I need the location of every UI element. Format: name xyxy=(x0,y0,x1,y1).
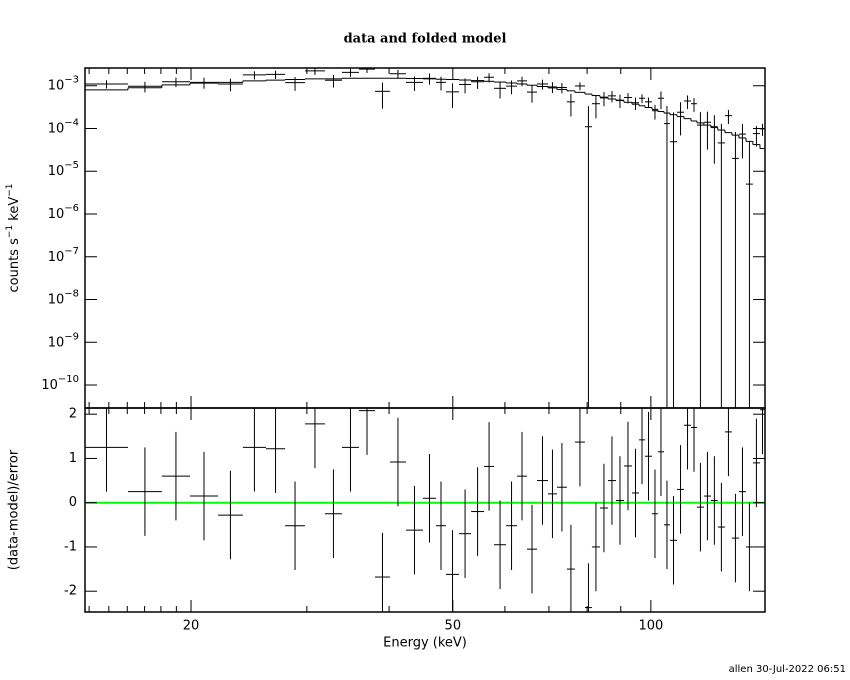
y-tick-base: 10 xyxy=(48,78,65,93)
y-tick-base: 10 xyxy=(48,292,65,307)
x-tick-label: 50 xyxy=(445,619,462,634)
y-tick-base: 10 xyxy=(48,249,65,264)
y-tick-exponent: −10 xyxy=(58,374,79,385)
chart-title: data and folded model xyxy=(344,32,507,47)
y-tick-exponent: −4 xyxy=(64,117,79,128)
y-tick-exponent: −6 xyxy=(64,203,79,214)
y-tick-label: 10−5 xyxy=(48,160,79,179)
top-frame xyxy=(84,67,766,409)
bottom-panel-marks xyxy=(85,408,765,612)
residual-axis-label: (data-model)/error xyxy=(7,449,22,570)
x-axis-label: Energy (keV) xyxy=(383,636,467,651)
top-panel-marks xyxy=(85,68,765,408)
y-tick-label: -2 xyxy=(64,584,77,599)
y-tick-exponent: −8 xyxy=(64,289,79,300)
axes: 20 50 10010−310−410−510−610−710−810−910−10… xyxy=(41,68,765,634)
y-tick-exponent: −9 xyxy=(64,331,79,342)
y-tick-label: 10−9 xyxy=(48,331,79,350)
y-tick-label: 10−7 xyxy=(48,246,79,265)
x-tick-label: 100 xyxy=(638,619,663,634)
y-tick-label: 0 xyxy=(69,495,77,510)
y-label-exponent: −1 xyxy=(5,225,15,238)
y-label-part: counts s xyxy=(7,238,22,293)
y-tick-label: 2 xyxy=(69,407,77,422)
y-tick-label: 10−10 xyxy=(41,374,79,393)
y-tick-label: 10−6 xyxy=(48,203,79,222)
y-tick-exponent: −7 xyxy=(64,246,79,257)
y-tick-label: 1 xyxy=(69,451,77,466)
y-label-part: keV xyxy=(7,197,22,225)
y-tick-base: 10 xyxy=(48,335,65,350)
footer: allen 30-Jul-2022 06:51 xyxy=(729,664,846,675)
y-tick-exponent: −3 xyxy=(64,75,79,86)
y-tick-label: 10−8 xyxy=(48,289,79,308)
y-tick-base: 10 xyxy=(48,164,65,179)
y-axis-label: counts s−1 keV−1 xyxy=(5,183,22,292)
y-tick-label: 10−4 xyxy=(48,117,79,136)
y-tick-base: 10 xyxy=(41,378,58,393)
y-tick-base: 10 xyxy=(48,207,65,222)
y-label-exponent: −1 xyxy=(5,183,15,196)
y-tick-base: 10 xyxy=(48,121,65,136)
y-tick-label: -1 xyxy=(64,539,77,554)
bottom-frame xyxy=(84,407,766,613)
y-tick-exponent: −5 xyxy=(64,160,79,171)
x-tick-label: 20 xyxy=(183,619,200,634)
y-tick-label: 10−3 xyxy=(48,75,79,94)
